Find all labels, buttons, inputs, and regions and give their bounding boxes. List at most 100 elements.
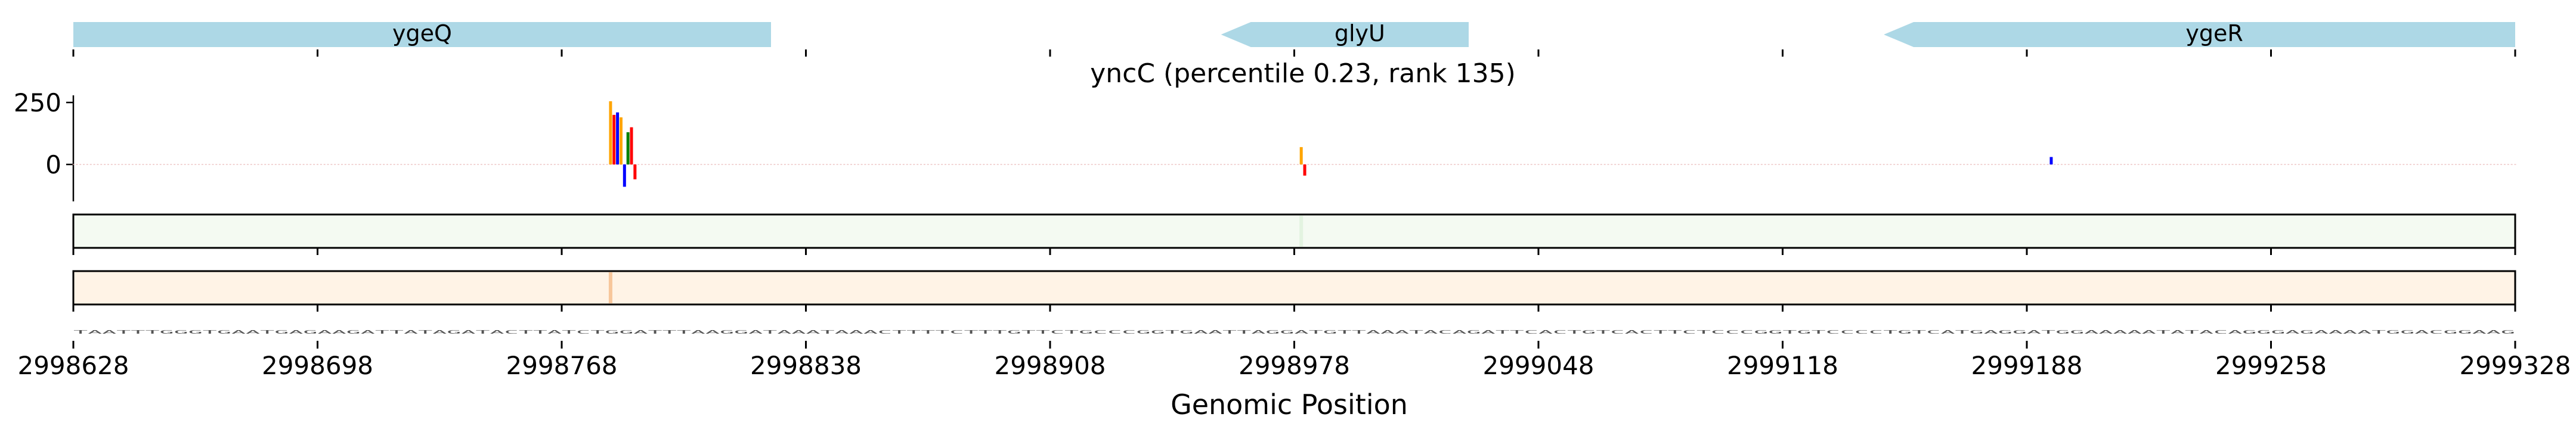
signal-baseline-mark [432,164,434,165]
signal-baseline-mark [1258,164,1261,165]
signal-baseline-mark [1767,164,1770,165]
signal-baseline-mark [1311,164,1313,165]
signal-baseline-mark [2162,164,2164,165]
x-tick-label: 2998698 [262,351,373,380]
signal-baseline-mark [2235,164,2237,165]
signal-baseline-mark [1750,164,1753,165]
signal-baseline-mark [1980,164,1983,165]
signal-baseline-mark [177,164,179,165]
signal-baseline-mark [1269,164,1271,165]
signal-baseline-mark [2131,164,2132,165]
gene-label: ygeR [2185,20,2243,46]
signal-baseline-mark [1827,164,1829,165]
signal-baseline-mark [1900,164,1902,165]
heatmap-strip-green [72,213,2516,249]
signal-bar [1299,147,1303,164]
signal-baseline-mark [1729,164,1732,165]
signal-baseline-mark [410,164,413,165]
signal-baseline-mark [777,164,779,165]
signal-baseline-mark [1596,164,1599,165]
signal-baseline-mark [1317,164,1320,165]
signal-baseline-mark [484,164,486,165]
x-axis: 2998628 2998698 2998768 2998838 2998908 29989… [17,248,2571,380]
signal-baseline-mark [1052,164,1055,165]
x-tick-label: 2998628 [17,351,129,380]
signal-baseline-mark [993,164,995,165]
signal-baseline-mark [1380,164,1383,165]
signal-baseline-mark [658,164,661,165]
x-tick-label: 2999188 [1971,351,2082,380]
signal-baseline-mark [477,164,479,165]
signal-baseline-mark [473,164,476,165]
signal-baseline-mark [829,164,831,165]
signal-baseline-mark [1206,164,1208,165]
signal-baseline-mark [1652,164,1655,165]
signal-baseline-mark [219,164,221,165]
signal-baseline-mark [1537,164,1540,165]
signal-baseline-mark [2361,164,2363,165]
signal-baseline-mark [445,164,448,165]
signal-baseline-mark [1757,164,1760,165]
signal-baseline-mark [1701,164,1704,165]
signal-baseline-mark [369,164,371,165]
signal-baseline-mark [233,164,235,165]
signal-baseline-mark [2392,164,2394,165]
signal-baseline-mark [2378,164,2380,165]
signal-baseline-mark [463,164,465,165]
signal-baseline-mark [1105,164,1107,165]
signal-baseline-mark [2224,164,2227,165]
signal-baseline-mark [2479,164,2481,165]
signal-baseline-mark [2176,164,2178,165]
signal-baseline-mark [602,164,605,165]
signal-baseline-mark [2092,164,2094,165]
signal-baseline-mark [1998,164,2000,165]
signal-baseline-mark [128,164,131,165]
signal-baseline-mark [2106,164,2109,165]
signal-baseline-mark [794,164,797,165]
signal-baseline-mark [2312,164,2314,165]
signal-baseline-mark [306,164,308,165]
signal-baseline-mark [1883,164,1885,165]
signal-baseline-mark [2287,164,2290,165]
signal-baseline-mark [1688,164,1690,165]
signal-baseline-mark [1360,164,1362,165]
signal-baseline-mark [948,164,950,165]
signal-baseline-mark [362,164,364,165]
signal-baseline-mark [2388,164,2391,165]
signal-baseline-mark [644,164,646,165]
signal-baseline-mark [1509,164,1512,165]
signal-baseline-mark [1014,164,1016,165]
signal-baseline-mark [1185,164,1187,165]
signal-baseline-mark [1004,164,1006,165]
signal-baseline-mark [1122,164,1125,165]
signal-baseline-mark [1820,164,1822,165]
signal-baseline-mark [1785,164,1787,165]
signal-baseline-mark [1324,164,1327,165]
signal-baseline-mark [1032,164,1034,165]
signal-baseline-mark [2078,164,2080,165]
signal-baseline-mark [358,164,361,165]
signal-baseline-mark [1848,164,1850,165]
signal-baseline-mark [2490,164,2492,165]
signal-baseline-mark [550,164,552,165]
signal-baseline-mark [637,164,640,165]
signal-baseline-mark [2346,164,2349,165]
signal-baseline-mark [655,164,657,165]
signal-baseline-mark [1558,164,1561,165]
signal-baseline-mark [1443,164,1445,165]
signal-baseline-mark [711,164,713,165]
signal-baseline-mark [1921,164,1923,165]
signal-baseline-mark [1911,164,1913,165]
signal-baseline-mark [1764,164,1766,165]
signal-baseline-mark [76,164,78,165]
signal-baseline-mark [840,164,842,165]
signal-baseline-mark [1684,164,1686,165]
signal-baseline-mark [1579,164,1581,165]
signal-baseline-mark [878,164,880,165]
signal-baseline-mark [2123,164,2126,165]
strip-hotspot [1299,216,1304,247]
signal-baseline-mark [745,164,748,165]
signal-baseline-mark [2357,164,2360,165]
signal-baseline-mark [2018,164,2021,165]
signal-baseline-mark [198,164,200,165]
